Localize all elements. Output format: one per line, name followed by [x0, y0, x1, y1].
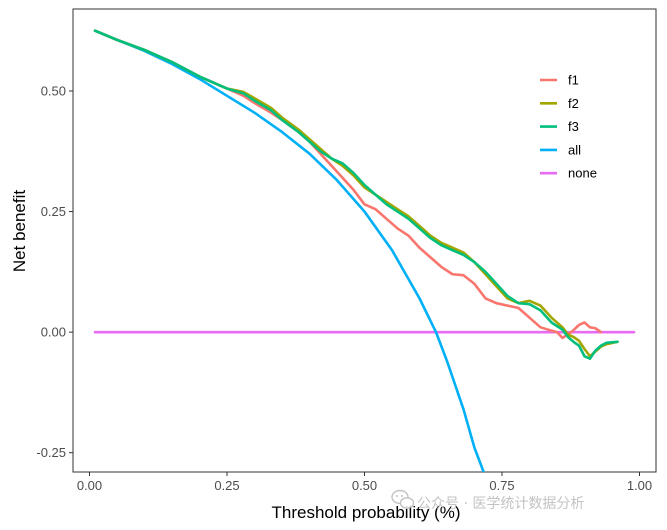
x-tick-label: 0.25 [214, 478, 239, 493]
watermark: 公众号 · 医学统计数据分析 [391, 489, 584, 512]
legend-label-f2: f2 [568, 96, 579, 111]
legend-item-all: all [540, 142, 581, 157]
legend-label-all: all [568, 142, 581, 157]
x-tick-label: 1.00 [627, 478, 652, 493]
y-tick-label: 0.25 [41, 204, 66, 219]
legend-item-none: none [540, 166, 597, 181]
legend-item-f1: f1 [540, 73, 579, 88]
legend: f1 f2 f3 all none [540, 73, 597, 181]
watermark-text: 公众号 · 医学统计数据分析 [417, 496, 584, 512]
legend-label-f1: f1 [568, 73, 579, 88]
y-tick-label: 0.00 [41, 325, 66, 340]
series-line-f3 [93, 29, 619, 360]
series-layer [93, 29, 636, 472]
series-line-f2 [93, 29, 619, 358]
x-axis: 0.00 0.25 0.50 0.75 1.00 [77, 472, 652, 493]
legend-item-f2: f2 [540, 96, 579, 111]
series-line-f1 [93, 29, 603, 340]
legend-item-f3: f3 [540, 119, 579, 134]
y-axis-title: Net benefit [10, 190, 29, 272]
legend-label-f3: f3 [568, 119, 579, 134]
x-axis-title: Threshold probability (%) [272, 503, 461, 522]
x-tick-label: 0.00 [77, 478, 102, 493]
y-axis: -0.25 0.00 0.25 0.50 [36, 83, 73, 460]
y-tick-label: 0.50 [41, 83, 66, 98]
wechat-icon [391, 489, 415, 509]
legend-label-none: none [568, 166, 597, 181]
series-line-all [93, 29, 486, 472]
x-tick-label: 0.50 [352, 478, 377, 493]
y-tick-label: -0.25 [36, 445, 66, 460]
x-tick-label: 0.75 [489, 478, 514, 493]
